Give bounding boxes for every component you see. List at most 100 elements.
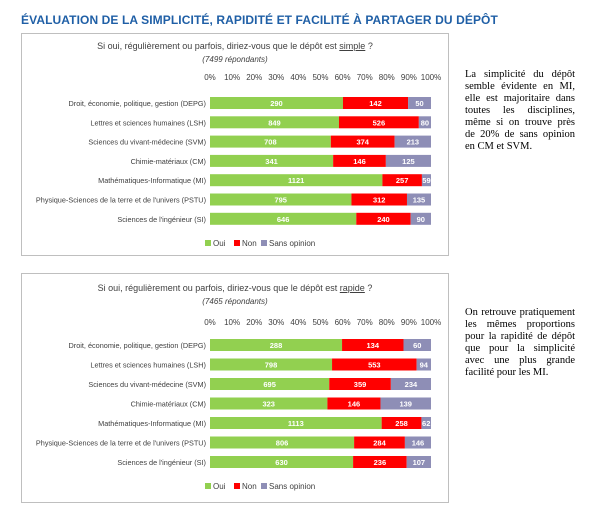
category-label: Droit, économie, politique, gestion (DEP… [69, 99, 207, 108]
bar-sans-opinion [416, 358, 431, 371]
category-label: Chimie-matériaux (CM) [131, 157, 206, 166]
bar-sans-opinion [385, 154, 431, 167]
x-tick-label: 100% [421, 73, 441, 82]
data-label-sans-opinion: 62 [422, 419, 430, 428]
category-label: Droit, économie, politique, gestion (DEP… [69, 341, 207, 350]
data-label-sans-opinion: 94 [420, 361, 429, 370]
bar-non [351, 193, 407, 206]
data-label-non: 142 [369, 99, 382, 108]
x-tick-label: 60% [335, 73, 351, 82]
bar-sans-opinion [408, 97, 431, 109]
data-label-non: 553 [368, 361, 381, 370]
data-label-non: 146 [353, 157, 366, 166]
bar-sans-opinion [390, 378, 431, 390]
data-label-oui: 798 [265, 361, 278, 370]
category-label: Mathématiques-Informatique (MI) [98, 419, 206, 428]
chart-panel-simple: Si oui, régulièrement ou parfois, diriez… [21, 33, 449, 256]
data-label-oui: 1113 [288, 419, 304, 428]
question-keyword: simple [339, 41, 366, 51]
data-label-oui: 288 [270, 341, 283, 350]
respondents-count: (7465 répondants) [202, 297, 268, 306]
data-label-non: 526 [373, 118, 386, 127]
x-tick-label: 40% [290, 318, 306, 327]
x-tick-label: 20% [246, 318, 262, 327]
bar-non [342, 339, 404, 351]
legend-swatch-non [234, 240, 240, 246]
bar-sans-opinion [380, 397, 431, 410]
x-tick-label: 80% [379, 318, 395, 327]
data-label-oui: 695 [263, 380, 276, 389]
category-label: Lettres et sciences humaines (LSH) [90, 361, 206, 370]
bar-sans-opinion [394, 135, 431, 148]
bar-oui [210, 378, 330, 390]
x-tick-label: 100% [421, 318, 441, 327]
x-tick-label: 30% [268, 318, 284, 327]
data-label-sans-opinion: 125 [402, 157, 415, 166]
x-tick-label: 60% [335, 318, 351, 327]
data-label-non: 258 [395, 419, 408, 428]
data-label-sans-opinion: 50 [415, 99, 423, 108]
chart-question: Si oui, régulièrement ou parfois, diriez… [22, 41, 448, 51]
data-label-non: 359 [354, 380, 367, 389]
legend-swatch-sans-opinion [261, 483, 267, 489]
bar-oui [210, 116, 339, 129]
bar-non [381, 417, 422, 429]
category-label: Mathématiques-Informatique (MI) [98, 176, 206, 185]
bar-non [333, 154, 386, 167]
data-label-non: 240 [377, 215, 390, 224]
data-label-sans-opinion: 80 [421, 118, 429, 127]
data-label-oui: 630 [275, 458, 288, 467]
category-label: Physique-Sciences de la terre et de l'un… [36, 196, 206, 205]
bar-non [327, 397, 381, 410]
commentary-rapide: On retrouve pratiquement les mêmes propo… [465, 307, 575, 378]
x-tick-label: 70% [357, 318, 373, 327]
bar-non [382, 174, 422, 187]
bar-non [354, 436, 405, 449]
category-label: Sciences du vivant-médecine (SVM) [88, 138, 206, 147]
commentary-simple: La simplicité du dépôt semble évidente e… [465, 69, 575, 152]
bar-oui [210, 339, 343, 351]
x-tick-label: 0% [204, 73, 216, 82]
bar-oui [210, 212, 357, 225]
legend-label-non: Non [242, 239, 257, 248]
data-label-oui: 290 [270, 99, 283, 108]
bar-non [338, 116, 419, 129]
stacked-bar-chart-simple: 0% 10% 20% 30% 40% 50% 60% 70% 80% 90% 100% Droit, … [36, 73, 441, 248]
category-label: Sciences de l'ingénieur (SI) [117, 215, 206, 224]
data-label-non: 374 [356, 138, 369, 147]
bar-oui [210, 97, 343, 109]
bar-non [356, 212, 411, 225]
stacked-bar-chart-rapide: 0% 10% 20% 30% 40% 50% 60% 70% 80% 90% 100% Droit, … [36, 318, 441, 491]
legend-swatch-sans-opinion [261, 240, 267, 246]
category-label: Sciences de l'ingénieur (SI) [117, 458, 206, 467]
data-label-oui: 1121 [288, 176, 304, 185]
category-label: Physique-Sciences de la terre et de l'un… [36, 439, 206, 448]
x-tick-label: 90% [401, 318, 417, 327]
category-label: Sciences du vivant-médecine (SVM) [88, 380, 206, 389]
question-text: Si oui, régulièrement ou parfois, diriez… [97, 283, 340, 293]
data-label-sans-opinion: 139 [399, 400, 412, 409]
bar-sans-opinion [418, 116, 431, 129]
question-end: ? [365, 41, 373, 51]
question-keyword: rapide [339, 283, 365, 293]
x-tick-label: 10% [224, 73, 240, 82]
legend-swatch-oui [205, 240, 211, 246]
data-label-sans-opinion: 59 [422, 176, 430, 185]
bar-sans-opinion [406, 456, 431, 468]
bar-non [342, 97, 409, 109]
data-label-oui: 795 [274, 196, 287, 205]
data-label-oui: 806 [276, 439, 289, 448]
data-label-non: 134 [367, 341, 380, 350]
x-tick-label: 10% [224, 318, 240, 327]
legend-label-oui: Oui [213, 239, 226, 248]
bar-sans-opinion [421, 174, 431, 187]
x-tick-label: 0% [204, 318, 216, 327]
respondents-count: (7499 répondants) [202, 55, 268, 64]
data-label-non: 312 [373, 196, 386, 205]
bar-oui [210, 135, 331, 148]
data-label-oui: 646 [277, 215, 290, 224]
x-tick-label: 40% [290, 73, 306, 82]
bar-non [329, 378, 391, 390]
data-label-sans-opinion: 90 [417, 215, 425, 224]
data-label-oui: 849 [268, 118, 281, 127]
